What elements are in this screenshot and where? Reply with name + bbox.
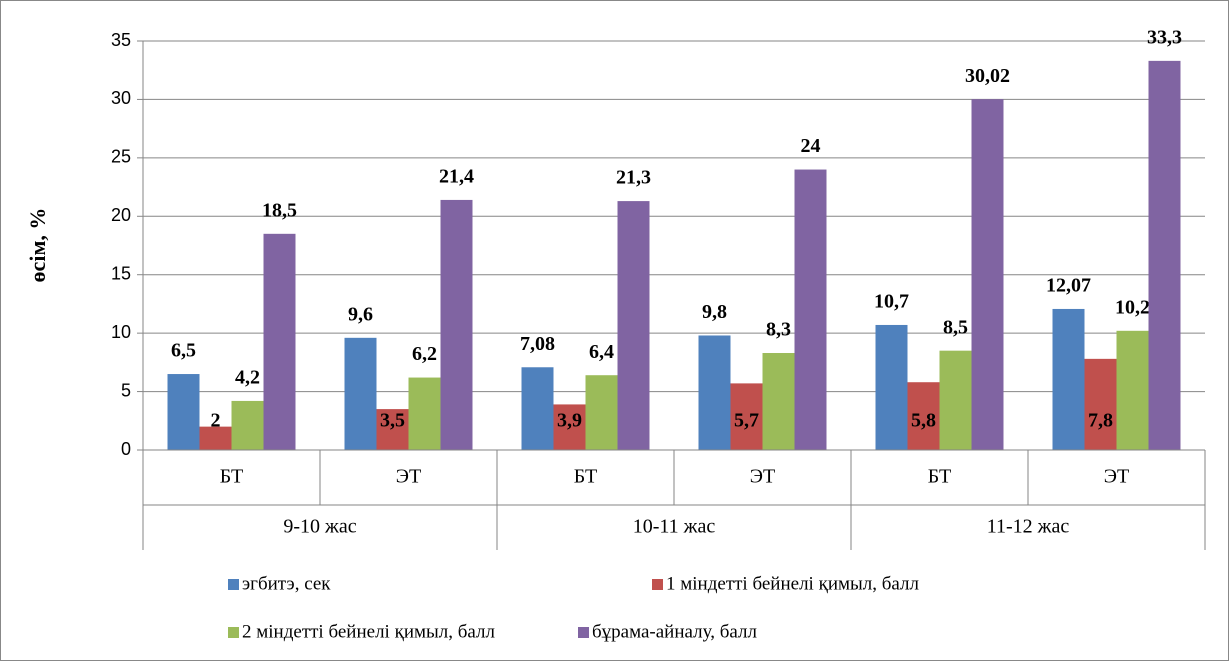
y-tick-label: 5 <box>121 380 131 400</box>
legend-label: бұрама-айналу, балл <box>592 621 757 642</box>
data-label: 33,3 <box>1147 26 1182 48</box>
bar <box>408 377 441 450</box>
data-label: 8,3 <box>766 319 791 341</box>
group-label: 9-10 жас <box>283 516 356 538</box>
bar <box>1148 60 1181 450</box>
legend-swatch <box>652 579 663 590</box>
bar <box>167 374 200 450</box>
y-tick-label: 10 <box>111 322 131 342</box>
y-axis-label: өсім, % <box>25 208 50 283</box>
bar <box>617 201 650 450</box>
data-label: 5,8 <box>911 410 936 432</box>
data-label: 7,08 <box>520 333 555 355</box>
legend-label: 1 міндетті бейнелі қимыл, балл <box>666 573 920 594</box>
data-label: 9,8 <box>702 301 727 323</box>
data-label: 3,5 <box>380 410 405 432</box>
group-label: 10-11 жас <box>633 516 716 538</box>
bar <box>1084 358 1117 450</box>
bar <box>199 426 232 450</box>
y-tick-label: 25 <box>111 147 131 167</box>
bar <box>1116 330 1149 450</box>
data-label: 6,4 <box>589 341 614 363</box>
y-tick-label: 15 <box>111 263 131 283</box>
data-label: 2 <box>211 410 221 432</box>
bar <box>376 409 409 450</box>
bar <box>263 233 296 450</box>
legend-swatch <box>228 579 239 590</box>
bar <box>762 353 795 450</box>
bar <box>521 367 554 450</box>
group-label: 11-12 жас <box>987 516 1070 538</box>
y-tick-label: 20 <box>111 205 131 225</box>
bar <box>440 199 473 450</box>
data-label: 9,6 <box>348 303 373 325</box>
x-tick-label: БТ <box>574 466 597 488</box>
data-label: 21,4 <box>439 166 474 188</box>
data-label: 21,3 <box>616 167 651 189</box>
bar <box>939 350 972 450</box>
data-label: 5,7 <box>734 410 759 432</box>
bar <box>231 400 264 450</box>
data-label: 24 <box>801 135 821 157</box>
legend-label: эгбитэ, сек <box>242 573 331 594</box>
legend-swatch <box>228 627 239 638</box>
bar <box>1052 308 1085 450</box>
bar <box>344 337 377 450</box>
legend-label: 2 міндетті бейнелі қимыл, балл <box>242 621 496 642</box>
legend-swatch <box>578 627 589 638</box>
x-tick-label: ЭТ <box>1104 466 1129 488</box>
data-label: 10,7 <box>874 291 909 313</box>
data-label: 12,07 <box>1046 275 1091 297</box>
data-label: 6,5 <box>171 340 196 362</box>
bar <box>730 383 763 450</box>
data-label: 30,02 <box>965 65 1010 87</box>
bar <box>971 99 1004 450</box>
y-tick-label: 35 <box>111 30 131 50</box>
bar <box>794 169 827 451</box>
data-label: 4,2 <box>235 367 260 389</box>
bar <box>585 375 618 450</box>
bar <box>907 382 940 450</box>
bar <box>875 324 908 450</box>
data-label: 8,5 <box>943 316 968 338</box>
data-label: 6,2 <box>412 343 437 365</box>
x-tick-label: ЭТ <box>750 466 775 488</box>
data-label: 7,8 <box>1088 410 1113 432</box>
x-tick-label: ЭТ <box>396 466 421 488</box>
data-label: 10,2 <box>1115 296 1150 318</box>
data-label: 3,9 <box>557 410 582 432</box>
bar <box>553 404 586 450</box>
x-tick-label: БТ <box>928 466 951 488</box>
y-tick-label: 0 <box>121 439 131 459</box>
data-label: 18,5 <box>262 199 297 221</box>
x-tick-label: БТ <box>220 466 243 488</box>
bar <box>698 335 731 450</box>
y-tick-label: 30 <box>111 88 131 108</box>
